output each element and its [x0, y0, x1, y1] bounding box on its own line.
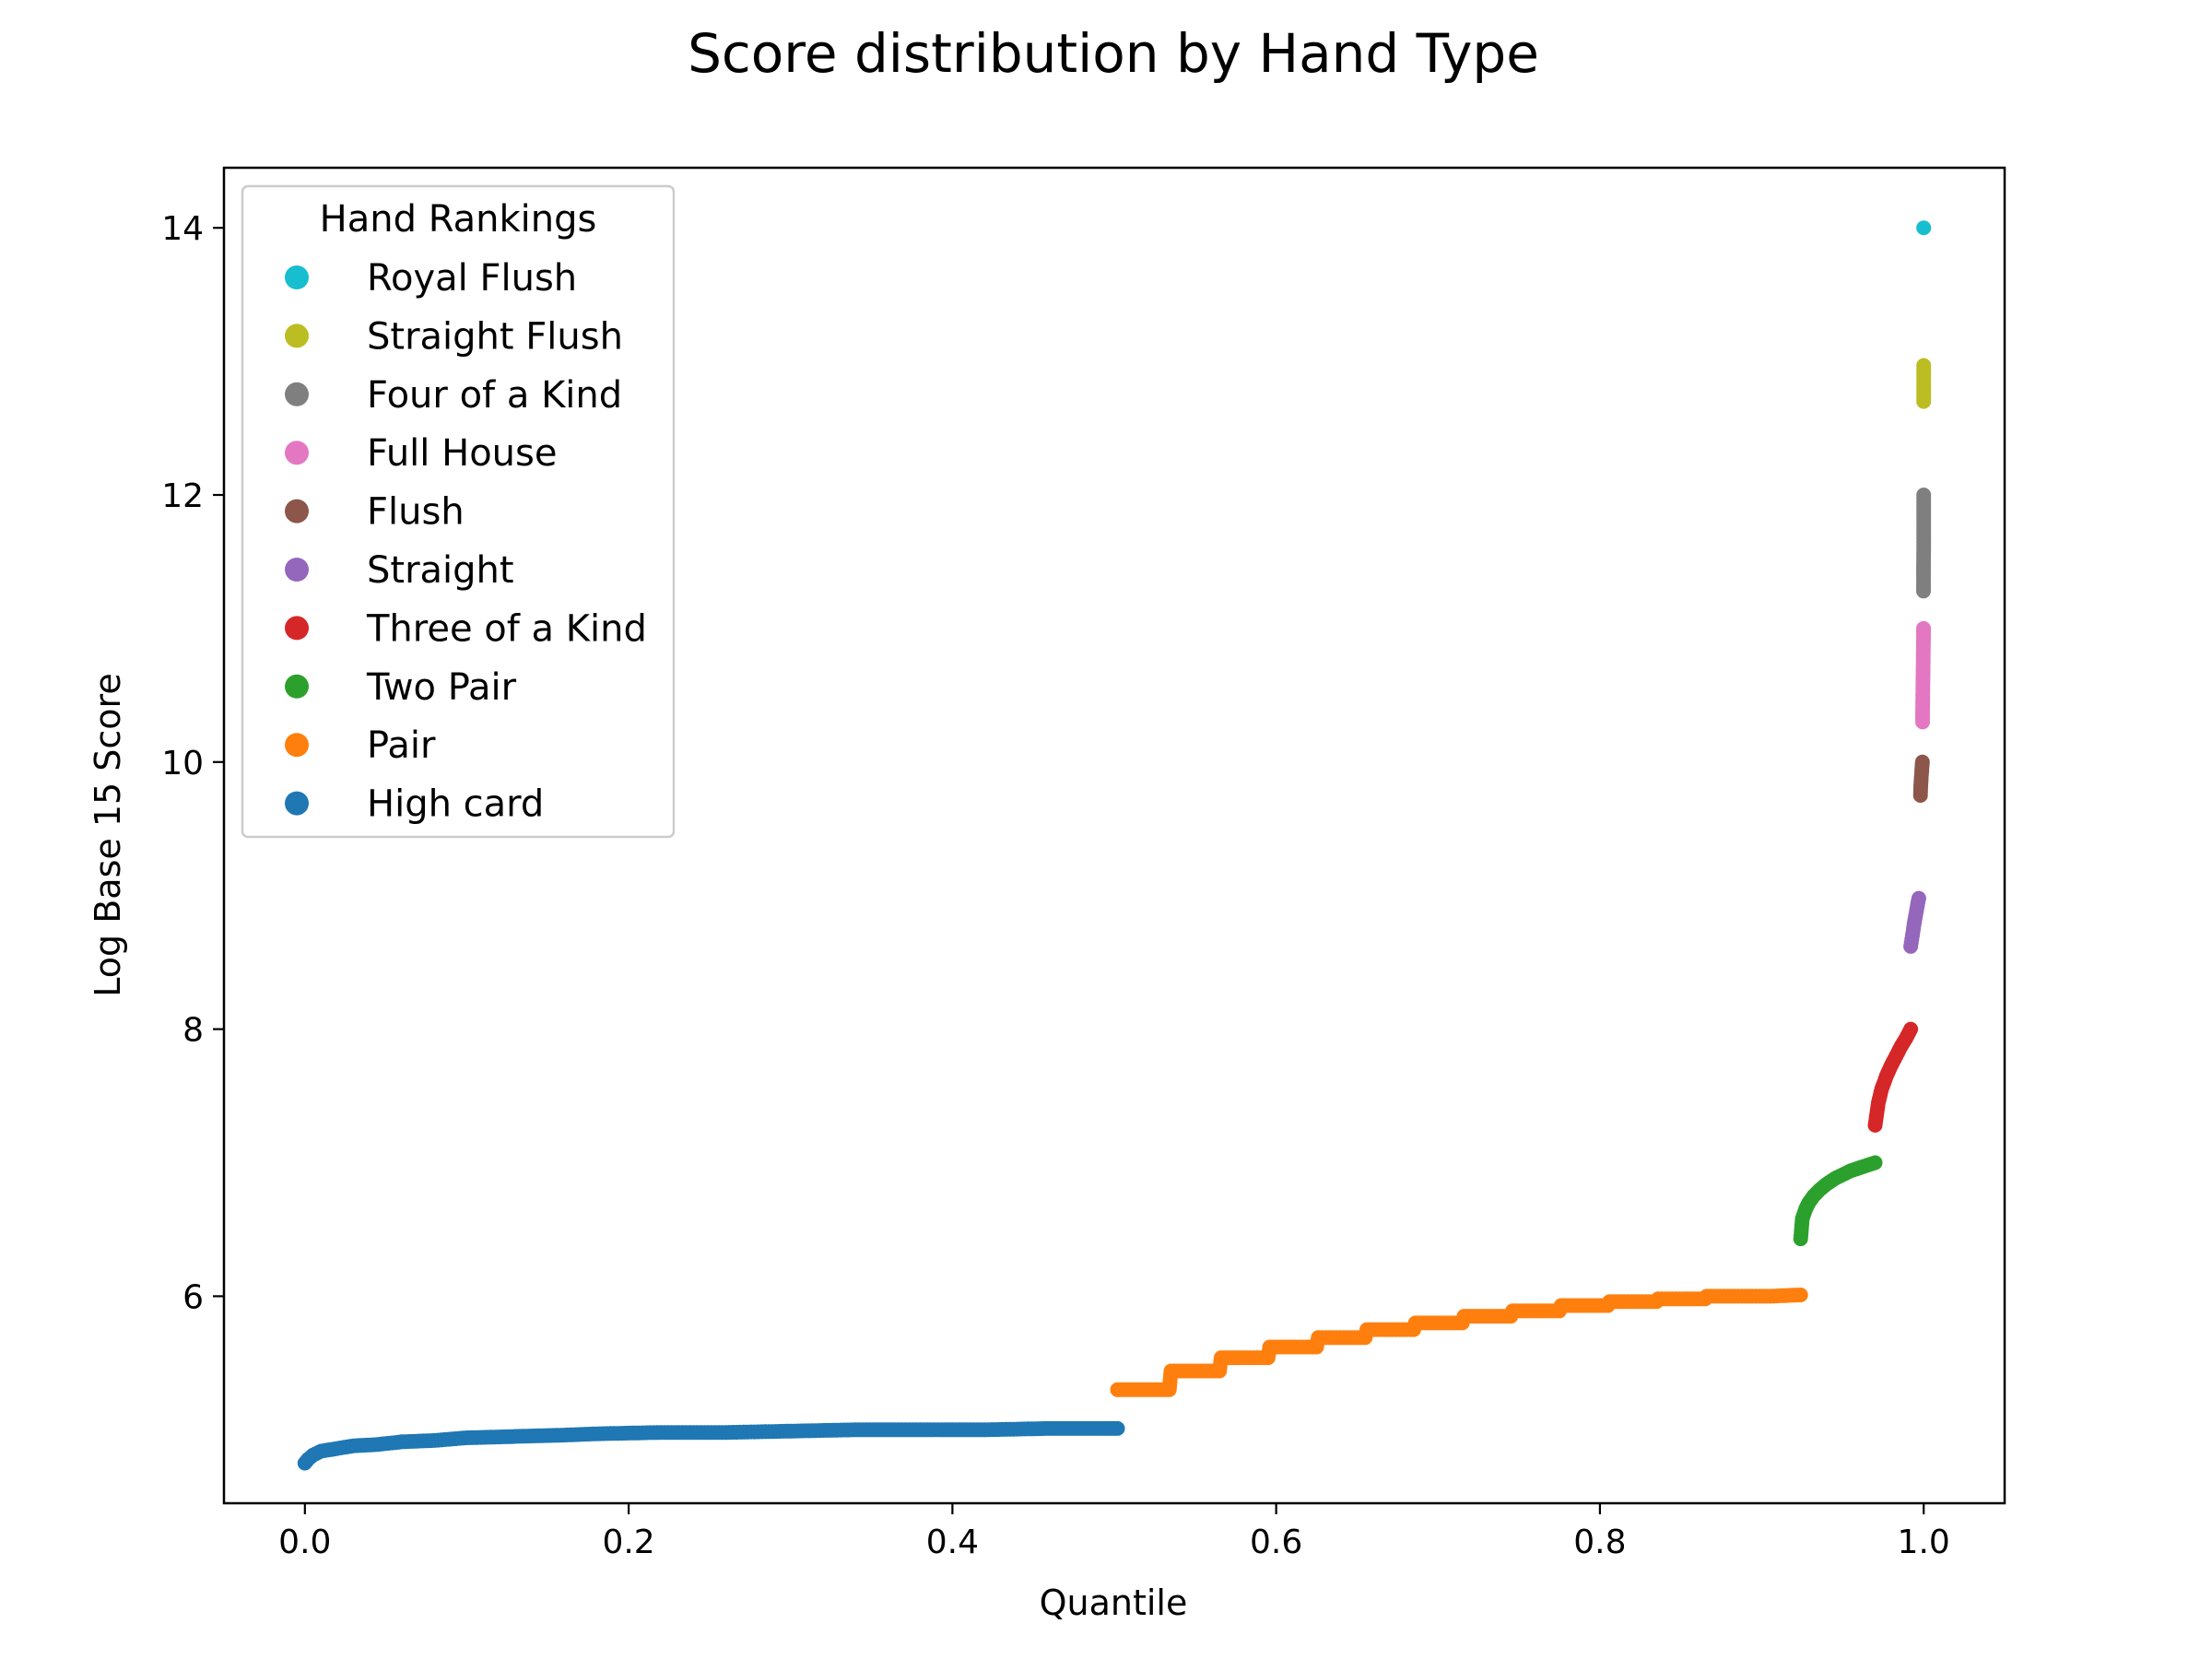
legend-marker — [285, 558, 309, 582]
x-axis-label: Quantile — [1040, 1583, 1188, 1623]
legend-marker — [285, 441, 309, 465]
x-tick-label: 0.4 — [926, 1524, 979, 1561]
legend-marker — [285, 499, 309, 524]
y-axis-label: Log Base 15 Score — [88, 673, 128, 996]
legend-label: Straight Flush — [367, 315, 623, 358]
series-full-house — [1915, 620, 1931, 730]
legend-label: Four of a Kind — [367, 374, 622, 417]
data-point — [1916, 620, 1931, 636]
legend-label: Full House — [367, 432, 557, 475]
legend-marker — [285, 265, 309, 289]
data-point — [1903, 1021, 1919, 1037]
series-flush — [1912, 754, 1930, 803]
legend: Hand Rankings Royal Flush Straight Flush F… — [241, 184, 676, 839]
y-tick-label: 14 — [161, 210, 204, 248]
x-tick-label: 0.8 — [1573, 1524, 1626, 1561]
chart-title: Score distribution by Hand Type — [688, 22, 1539, 85]
series-pair — [1110, 1288, 1808, 1397]
legend-label: Straight — [367, 549, 514, 592]
x-tick-label: 0.6 — [1250, 1524, 1302, 1561]
data-point — [1916, 220, 1932, 236]
y-tick-label: 12 — [161, 477, 204, 515]
y-tick-label: 6 — [182, 1278, 204, 1316]
series-royal-flush — [1916, 220, 1932, 236]
series-two-pair — [1793, 1155, 1883, 1247]
legend-box — [241, 184, 676, 839]
legend-marker — [285, 733, 309, 758]
legend-label: Three of a Kind — [366, 607, 647, 650]
legend-marker — [285, 382, 309, 406]
x-axis-ticks: 0.0 0.2 0.4 0.6 0.8 1.0 — [278, 1503, 1950, 1561]
y-tick-label: 10 — [161, 745, 204, 782]
legend-marker — [285, 674, 309, 699]
data-point — [1793, 1288, 1808, 1302]
legend-marker — [285, 324, 309, 348]
legend-entries: Royal Flush Straight Flush Four of a Kind F… — [285, 257, 647, 826]
series-four-of-a-kind — [1916, 488, 1932, 599]
data-point — [1867, 1155, 1883, 1171]
data-point — [1916, 358, 1932, 373]
x-tick-label: 1.0 — [1898, 1524, 1950, 1561]
series-straight — [1903, 890, 1926, 954]
data-point — [1911, 890, 1926, 906]
legend-label: Royal Flush — [367, 257, 577, 300]
plot-frame — [222, 166, 2006, 1505]
legend-marker — [285, 791, 309, 816]
legend-title: Hand Rankings — [320, 198, 597, 241]
data-points — [297, 220, 1932, 1471]
series-three-of-a-kind — [1867, 1021, 1919, 1133]
data-point — [1914, 754, 1930, 770]
y-axis-ticks: 6 8 10 12 14 — [161, 210, 224, 1316]
legend-label: Two Pair — [366, 666, 517, 709]
x-tick-label: 0.0 — [278, 1524, 331, 1561]
legend-label: Pair — [367, 724, 436, 767]
y-tick-label: 8 — [182, 1012, 204, 1050]
legend-label: High card — [367, 783, 544, 826]
series-high-card — [297, 1420, 1125, 1471]
data-point — [1110, 1420, 1125, 1436]
series-straight-flush — [1916, 358, 1932, 409]
legend-marker — [285, 616, 309, 641]
data-point — [1916, 488, 1932, 502]
x-tick-label: 0.2 — [602, 1524, 654, 1561]
legend-label: Flush — [367, 491, 465, 534]
